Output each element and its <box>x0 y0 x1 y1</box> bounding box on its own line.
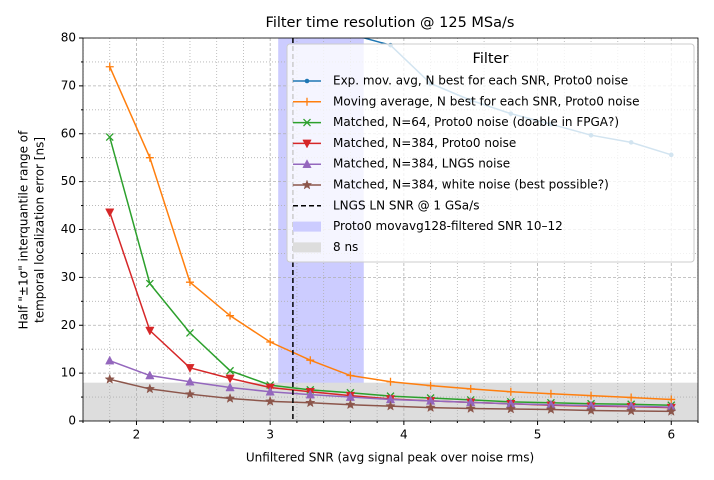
legend-label: Matched, N=384, white noise (best possib… <box>333 178 609 192</box>
legend-label: Exp. mov. avg, N best for each SNR, Prot… <box>333 74 628 88</box>
legend-marker <box>304 78 310 84</box>
y-tick-label: 50 <box>61 174 76 188</box>
marker <box>465 403 476 414</box>
legend-marker <box>301 179 313 190</box>
marker <box>625 405 637 416</box>
marker <box>585 404 597 415</box>
marker <box>185 328 194 337</box>
legend-box <box>286 43 695 263</box>
legend-swatch <box>293 242 321 253</box>
marker <box>587 391 596 400</box>
x-tick-label: 4 <box>400 428 408 442</box>
marker <box>546 389 555 398</box>
marker <box>346 371 355 380</box>
legend-marker <box>302 139 312 149</box>
legend-label: Moving average, N best for each SNR, Pro… <box>333 94 640 108</box>
legend: Filter Exp. mov. avg, N best for each SNR… <box>286 43 695 263</box>
marker <box>226 311 235 320</box>
x-tick-label: 5 <box>534 428 542 442</box>
legend-label: Matched, N=64, Proto0 noise (doable in F… <box>333 115 619 129</box>
legend-label: Matched, N=384, LNGS noise <box>333 157 510 171</box>
y-axis-label: Half "±1σ" interquantile range of <box>17 130 31 329</box>
marker <box>466 384 475 393</box>
marker <box>105 133 114 142</box>
x-axis-label: Unfiltered SNR (avg signal peak over noi… <box>246 451 534 465</box>
marker <box>145 153 154 162</box>
marker <box>145 370 155 380</box>
x-tick-label: 2 <box>133 428 141 442</box>
marker <box>145 279 154 288</box>
marker <box>225 382 235 392</box>
legend-label: 8 ns <box>333 240 358 254</box>
marker <box>185 376 195 386</box>
y-tick-label: 70 <box>61 78 76 92</box>
marker <box>226 366 235 375</box>
marker <box>345 399 356 410</box>
marker <box>306 356 315 365</box>
marker <box>666 405 677 416</box>
legend-label: LNGS LN SNR @ 1 GSa/s <box>333 198 479 212</box>
marker <box>224 392 236 403</box>
chart-title: Filter time resolution @ 125 MSa/s <box>266 15 515 31</box>
x-tick-label: 3 <box>266 428 274 442</box>
y-tick-label: 60 <box>61 126 76 140</box>
marker <box>105 62 114 71</box>
legend-marker <box>302 159 312 168</box>
marker <box>426 381 435 390</box>
legend-title: Filter <box>473 51 509 67</box>
y-tick-label: 0 <box>68 414 76 428</box>
y-axis-label: temporal localization error [ns] <box>33 137 47 323</box>
marker <box>385 400 396 411</box>
marker <box>348 32 353 37</box>
y-tick-label: 10 <box>61 366 76 380</box>
marker <box>104 373 115 384</box>
marker <box>185 364 195 373</box>
marker <box>627 393 636 402</box>
marker <box>105 355 115 365</box>
marker <box>185 278 194 287</box>
marker <box>266 338 275 347</box>
y-tick-label: 80 <box>61 31 76 45</box>
marker <box>505 403 517 414</box>
marker <box>545 403 557 414</box>
y-tick-label: 30 <box>61 270 76 284</box>
marker <box>145 326 155 336</box>
marker <box>105 208 115 218</box>
y-tick-label: 40 <box>61 222 76 236</box>
marker <box>184 388 196 399</box>
marker <box>425 402 436 413</box>
legend-marker <box>303 118 311 127</box>
marker <box>506 387 515 396</box>
marker <box>386 377 395 386</box>
x-tick-label: 6 <box>667 428 675 442</box>
legend-label: Proto0 movavg128-filtered SNR 10–12 <box>333 219 563 233</box>
marker <box>264 395 276 406</box>
marker <box>144 383 156 394</box>
legend-swatch <box>293 221 321 232</box>
legend-label: Matched, N=384, Proto0 noise <box>333 136 516 150</box>
legend-marker <box>303 97 311 106</box>
marker <box>305 397 316 408</box>
y-tick-label: 20 <box>61 318 76 332</box>
marker <box>225 374 235 384</box>
marker <box>265 386 275 396</box>
